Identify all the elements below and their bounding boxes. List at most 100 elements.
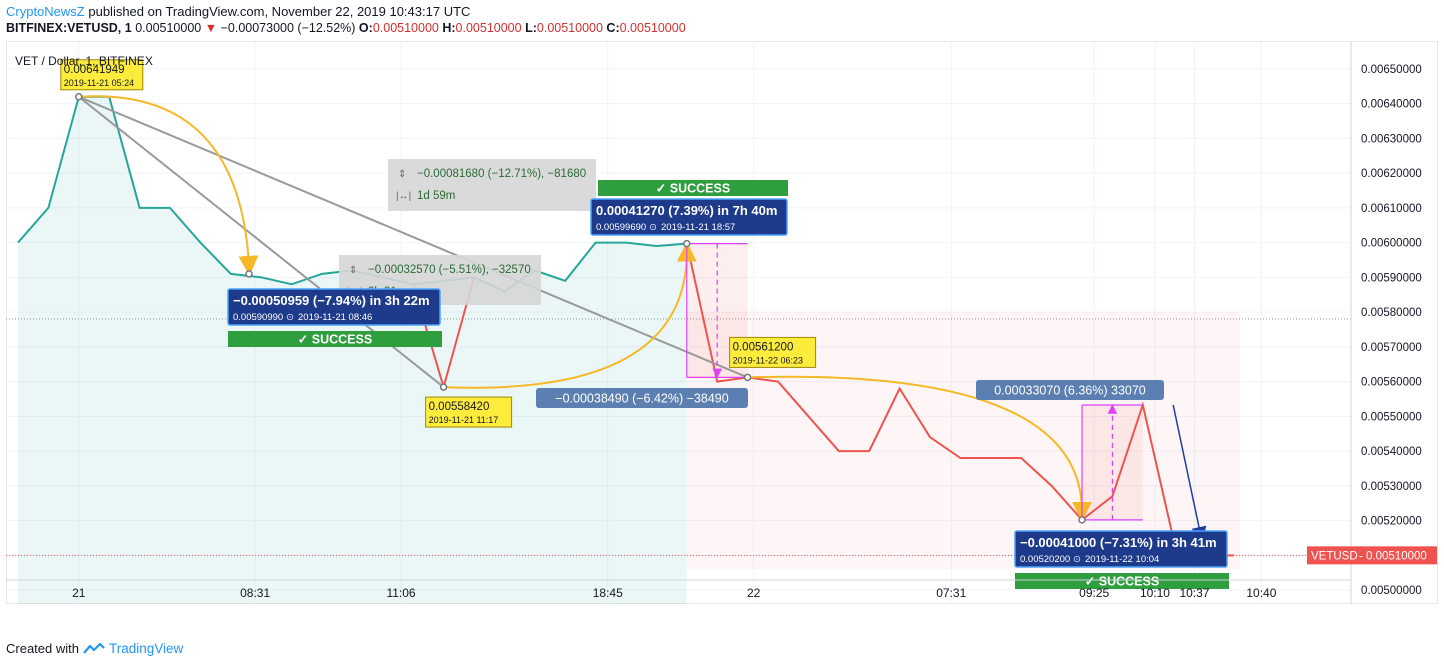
pivot-point (1078, 516, 1086, 524)
y-tick-label: 0.00570000 (1361, 342, 1422, 354)
pivot-point (743, 373, 752, 382)
result-time: 2019-11-22 10:04 (1085, 554, 1159, 565)
clock-icon: ⊙ (649, 222, 657, 233)
result-box (227, 288, 441, 326)
last-price: 0.00510000 (135, 21, 202, 35)
measure-box (388, 159, 596, 211)
result-time: 2019-11-21 08:46 (298, 312, 372, 323)
x-tick-label: 22 (747, 586, 761, 600)
x-tick-label: 08:31 (240, 586, 270, 600)
change-pill-text: 0.00033070 (6.36%) 33070 (994, 384, 1146, 398)
open-label: O: (358, 21, 373, 35)
success-label: ✓ SUCCESS (656, 182, 730, 196)
price-chart[interactable]: 0.00641949 2019-11-21 05:24 0.00558420 2019… (6, 41, 1438, 604)
legend-title: VET / Dollar, 1, BITFINEX (15, 54, 153, 68)
price-label-value: 0.00561200 (733, 341, 794, 353)
price-label-time: 2019-11-21 11:17 (429, 415, 499, 425)
change-pill (536, 388, 748, 408)
price-label-time: 2019-11-22 06:23 (733, 355, 803, 365)
success-bar (1015, 573, 1229, 589)
price-label-box (60, 59, 144, 91)
y-tick-label: 0.00580000 (1361, 307, 1422, 319)
x-tick-label: 21 (72, 586, 86, 600)
change-value: −0.00073000 (−12.52%) (220, 21, 356, 35)
pivot-point (683, 239, 691, 248)
ohlc-line: BITFINEX:VETUSD, 1 0.00510000 ▼ −0.00073… (6, 21, 686, 35)
y-tick-label: 0.00640000 (1361, 99, 1422, 111)
success-bar (598, 180, 788, 196)
change-pill (976, 380, 1164, 400)
close-label: C: (606, 21, 620, 35)
price-label-value: 0.00558420 (429, 401, 490, 413)
range-icon: ⇕ (398, 169, 406, 180)
change-pill-text: −0.00038490 (−6.42%) −38490 (555, 392, 728, 406)
curve-arrow (443, 241, 697, 389)
trend-line (78, 95, 748, 379)
price-line-up (17, 95, 687, 293)
x-tick-label: 10:37 (1179, 586, 1209, 600)
clock-icon: ⊙ (1073, 554, 1081, 565)
measure-duration: 1d 59m (417, 190, 455, 202)
curve-arrow (78, 95, 259, 276)
down-triangle-icon: ▼ (204, 21, 218, 35)
result-main: −0.00041000 (−7.31%) in 3h 41m (1020, 535, 1217, 550)
publish-line: CryptoNewsZ published on TradingView.com… (6, 4, 470, 19)
result-time: 2019-11-21 18:57 (661, 222, 735, 233)
measure-change: −0.00081680 (−12.71%), −81680 (417, 168, 586, 180)
success-bar (228, 331, 442, 347)
curve-arrow (747, 375, 1092, 522)
pivot-point (439, 383, 448, 391)
y-tick-label: 0.00550000 (1361, 411, 1422, 423)
y-tick-label: 0.00560000 (1361, 377, 1422, 389)
success-label: ✓ SUCCESS (298, 333, 372, 347)
tradingview-logo-icon (83, 642, 105, 654)
current-price-badge (1307, 546, 1437, 565)
measure-change: −0.00032570 (−5.51%), −32570 (368, 264, 531, 276)
result-main: −0.00050959 (−7.94%) in 3h 22m (233, 293, 430, 308)
area-fill (18, 96, 687, 604)
symbol-label: BITFINEX:VETUSD, 1 (6, 21, 132, 35)
y-tick-label: 0.00620000 (1361, 168, 1422, 180)
price-label-value: 0.00641949 (64, 64, 125, 76)
clock-icon: ⊙ (286, 312, 294, 323)
x-tick-label: 07:31 (936, 586, 966, 600)
y-tick-label: 0.00540000 (1361, 446, 1422, 458)
published-text: published on TradingView.com, November 2… (84, 4, 471, 19)
x-tick-label: 10:10 (1140, 586, 1170, 600)
current-price-value: - 0.00510000 (1359, 550, 1427, 562)
pivot-point (75, 93, 83, 101)
y-tick-label: 0.00520000 (1361, 516, 1422, 528)
x-tick-label: 09:25 (1079, 586, 1109, 600)
time-span-icon: |↔| (396, 191, 411, 202)
drawings-layer: 0.00641949 2019-11-21 05:24 0.00558420 2019… (60, 59, 1229, 589)
tradingview-link[interactable]: TradingView (108, 641, 184, 656)
y-tick-label: 0.00500000 (1361, 585, 1422, 597)
result-price: 0.00590990 (233, 312, 283, 323)
price-label-time: 2019-11-21 05:24 (64, 78, 134, 88)
footer: Created with TradingView (6, 641, 183, 656)
y-tick-label: 0.00590000 (1361, 272, 1422, 284)
y-tick-label: 0.00650000 (1361, 64, 1422, 76)
x-tick-label: 10:40 (1246, 586, 1276, 600)
low-value: 0.00510000 (536, 21, 603, 35)
high-value: 0.00510000 (455, 21, 522, 35)
range-icon: ⇕ (349, 265, 357, 276)
y-tick-label: 0.00630000 (1361, 133, 1422, 145)
pivot-point (245, 270, 253, 278)
result-price: 0.00520200 (1020, 554, 1070, 565)
x-tick-label: 18:45 (593, 586, 623, 600)
projection-arrow (1172, 404, 1207, 542)
open-value: 0.00510000 (372, 21, 439, 35)
publisher-link[interactable]: CryptoNewsZ (6, 4, 85, 19)
result-box (1014, 530, 1228, 568)
price-label-box (425, 396, 513, 428)
close-value: 0.00510000 (619, 21, 686, 35)
axes: 0.00650000 0.00640000 0.00630000 0.00620000… (6, 41, 1437, 604)
created-with-text: Created with (6, 641, 79, 656)
y-tick-label: 0.00610000 (1361, 203, 1422, 215)
high-label: H: (442, 21, 456, 35)
result-box (590, 198, 788, 236)
result-price: 0.00599690 (596, 222, 646, 233)
y-tick-label: 0.00600000 (1361, 238, 1422, 250)
price-label-box (729, 336, 817, 368)
